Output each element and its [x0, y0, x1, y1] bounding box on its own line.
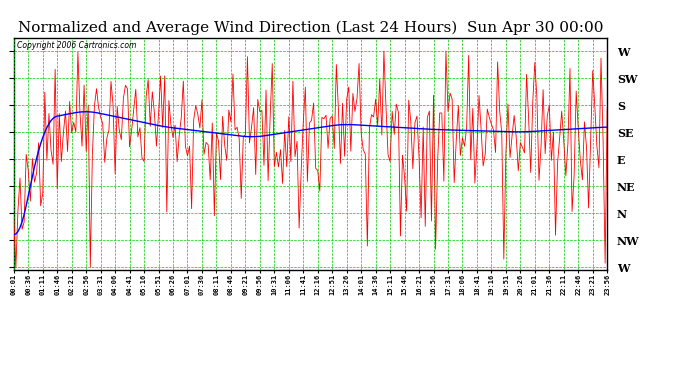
Text: Copyright 2006 Cartronics.com: Copyright 2006 Cartronics.com	[17, 41, 136, 50]
Title: Normalized and Average Wind Direction (Last 24 Hours)  Sun Apr 30 00:00: Normalized and Average Wind Direction (L…	[18, 21, 603, 35]
